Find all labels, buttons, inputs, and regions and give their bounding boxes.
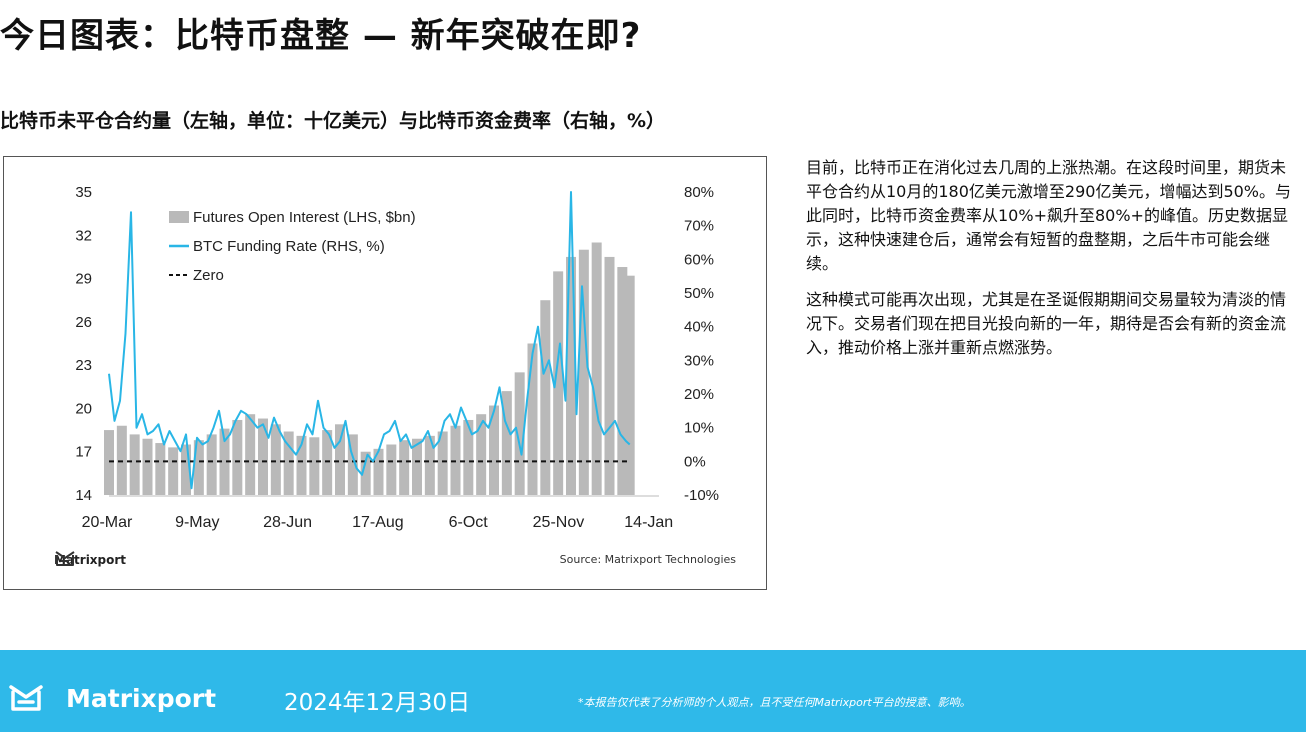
oi-bar	[553, 271, 564, 495]
oi-bar	[283, 431, 294, 495]
y-left-tick-label: 26	[75, 314, 92, 331]
oi-bar	[335, 424, 345, 495]
oi-bar	[155, 443, 166, 495]
chart-svg: 20-Mar 9-May 28-Jun 17-Aug 6-Oct 25-Nov 14-Jan…	[75, 184, 719, 531]
x-tick-label: 28-Jun	[263, 514, 312, 531]
oi-bar	[219, 428, 230, 495]
oi-bar	[591, 242, 602, 495]
oi-bar	[296, 435, 307, 495]
commentary-paragraph-1: 目前，比特币正在消化过去几周的上涨热潮。在这段时间里，期货未平仓合约从10月的1…	[806, 158, 1292, 273]
oi-bar	[386, 444, 397, 495]
oi-bar	[489, 405, 499, 495]
oi-bar	[309, 437, 320, 495]
oi-bar	[360, 451, 371, 495]
x-tick-label: 6-Oct	[449, 514, 489, 531]
y-left-tick-label: 20	[75, 400, 92, 417]
y-right-tick-label: 40%	[684, 319, 714, 336]
oi-bar	[258, 418, 268, 495]
oi-bar	[566, 256, 576, 495]
oi-bar	[463, 419, 474, 495]
y-right-tick-label: 20%	[684, 386, 714, 403]
y-right-tick-label: 30%	[684, 352, 714, 369]
y-right-tick-label: 10%	[684, 420, 714, 437]
footer: Matrixport 2024年12月30日 *本报告仅代表了分析师的个人观点，…	[0, 650, 1306, 732]
y-right-tick-label: 60%	[684, 251, 714, 268]
y-right-tick-label: -10%	[684, 487, 719, 504]
matrixport-logo-icon	[55, 551, 75, 566]
oi-bar	[129, 434, 140, 495]
oi-bar	[501, 391, 512, 495]
oi-bar	[617, 267, 628, 495]
x-tick-label: 14-Jan	[624, 514, 673, 531]
footer-disclaimer: *本报告仅代表了分析师的个人观点，且不受任何Matrixport平台的授意、影响…	[578, 696, 971, 709]
y-left-tick-label: 14	[75, 487, 92, 504]
x-tick-label: 20-Mar	[82, 514, 133, 531]
legend-swatch-bars	[169, 211, 189, 223]
oi-bar	[437, 431, 448, 495]
y-right-tick-label: 0%	[684, 453, 706, 470]
funding-rate-line	[108, 191, 631, 490]
commentary: 目前，比特币正在消化过去几周的上涨热潮。在这段时间里，期货未平仓合约从10月的1…	[806, 156, 1291, 372]
y-right-tick-label: 50%	[684, 285, 714, 302]
oi-bar	[245, 414, 256, 495]
oi-bar	[270, 424, 281, 495]
y-left-tick-label: 35	[75, 184, 92, 201]
legend-label: Futures Open Interest (LHS, $bn)	[193, 209, 416, 226]
footer-brand: Matrixport	[66, 684, 217, 713]
commentary-paragraph-2: 这种模式可能再次出现，尤其是在圣诞假期期间交易量较为清淡的情况下。交易者们现在把…	[806, 290, 1287, 357]
legend-label: Zero	[193, 267, 224, 284]
y-left-tick-label: 17	[75, 444, 92, 461]
y-right-tick-label: 80%	[684, 184, 714, 201]
chart-container: 20-Mar 9-May 28-Jun 17-Aug 6-Oct 25-Nov 14-Jan…	[3, 156, 767, 590]
x-tick-label: 25-Nov	[533, 514, 585, 531]
oi-bar	[624, 275, 635, 495]
oi-bar	[193, 440, 204, 495]
oi-bar	[527, 343, 538, 495]
chart-brand: Matrixport	[54, 549, 126, 571]
oi-bar	[514, 372, 525, 495]
oi-bar	[604, 256, 615, 495]
oi-bar	[168, 447, 179, 495]
oi-bar	[373, 448, 384, 495]
x-tick-label: 9-May	[175, 514, 219, 531]
footer-logo-icon	[9, 685, 43, 711]
footer-date: 2024年12月30日	[284, 690, 471, 716]
y-left-tick-label: 23	[75, 357, 92, 374]
oi-bar	[232, 419, 243, 495]
y-right-tick-label: 70%	[684, 218, 714, 235]
oi-bar	[399, 440, 410, 495]
oi-bar	[206, 434, 217, 495]
y-left-tick-label: 32	[75, 227, 92, 244]
oi-bar	[347, 434, 358, 495]
oi-bar	[540, 300, 551, 495]
oi-bar	[578, 249, 589, 495]
page-title: 今日图表：比特币盘整 — 新年突破在即?	[0, 16, 642, 56]
x-tick-label: 17-Aug	[352, 514, 404, 531]
oi-bar	[412, 438, 422, 495]
chart-heading: 比特币未平仓合约量（左轴，单位：十亿美元）与比特币资金费率（右轴，%）	[0, 110, 666, 132]
oi-bar	[322, 430, 333, 495]
legend-label: BTC Funding Rate (RHS, %)	[193, 238, 385, 255]
oi-bar	[181, 444, 191, 495]
oi-bar	[142, 438, 153, 495]
oi-bar	[424, 435, 435, 495]
oi-bar	[104, 430, 114, 495]
y-left-tick-label: 29	[75, 271, 92, 288]
oi-bar	[476, 414, 487, 495]
chart-source: Source: Matrixport Technologies	[559, 553, 736, 566]
